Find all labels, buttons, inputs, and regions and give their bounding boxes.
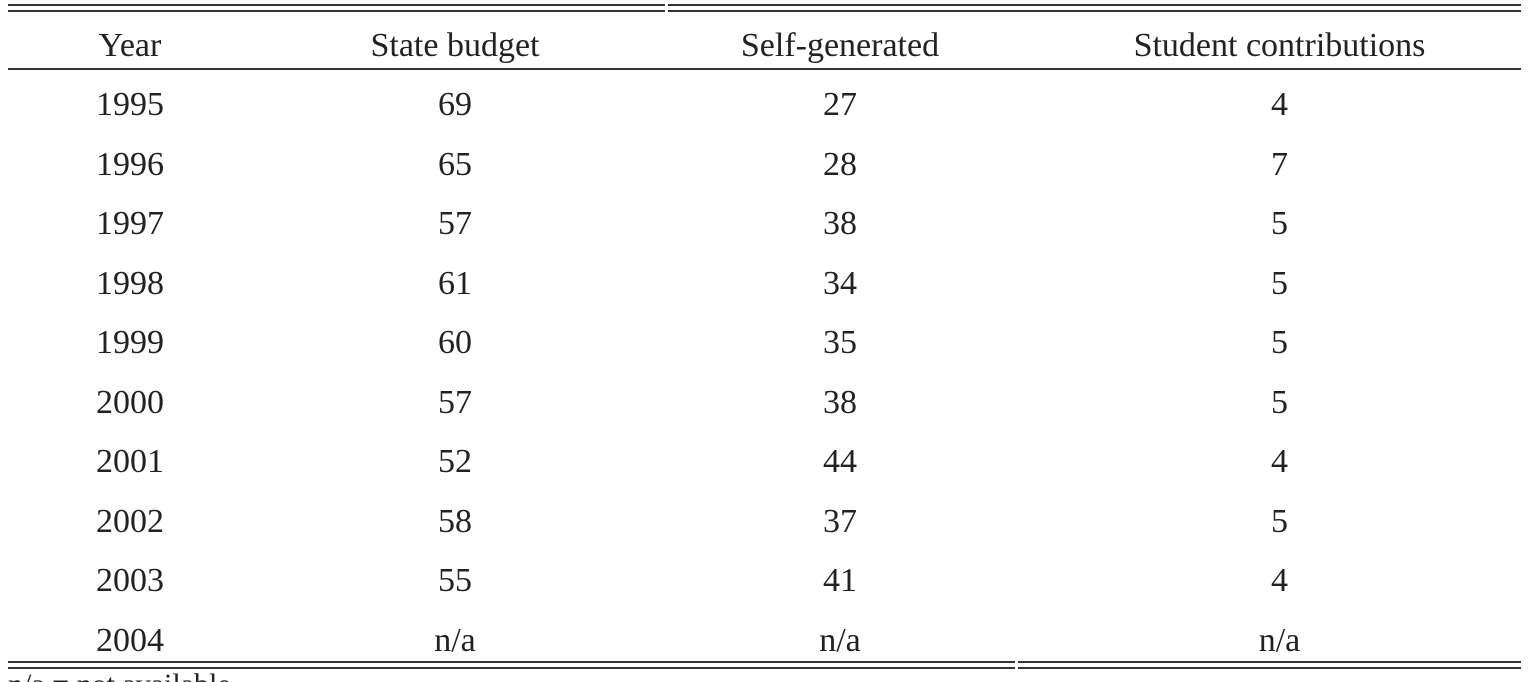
bottom-rule — [1018, 667, 1521, 669]
table-cell: 41 — [823, 562, 857, 599]
header-cell: Student contributions — [1133, 27, 1426, 64]
table-cell: 58 — [438, 502, 472, 540]
table-cell: 5 — [1271, 205, 1288, 242]
top-rule — [668, 4, 1521, 6]
table-cell: 55 — [438, 562, 472, 599]
table-cell: 4 — [1271, 562, 1288, 599]
header-rule — [8, 68, 1521, 70]
table-cell: 4 — [1271, 443, 1288, 480]
bottom-rule — [8, 661, 1015, 663]
table-cell: 27 — [823, 86, 857, 123]
table-cell: 34 — [823, 264, 857, 302]
table-cell: 1996 — [96, 145, 164, 183]
table-cell: n/a — [819, 621, 861, 659]
table-cell: 2004 — [96, 621, 164, 659]
table-cell: 5 — [1271, 502, 1288, 540]
table-cell: 2000 — [96, 383, 164, 421]
table-cell: 1995 — [96, 86, 164, 123]
table-cell: 28 — [823, 145, 857, 183]
footnote: n/a = not available — [8, 668, 608, 682]
table-cell: n/a — [1258, 621, 1301, 659]
table-cell: 61 — [438, 264, 472, 302]
top-rule — [8, 10, 665, 12]
table-cell: 5 — [1271, 383, 1288, 421]
table-cell: 5 — [1271, 264, 1288, 302]
table-cell: 38 — [823, 205, 857, 242]
table-cell: 35 — [823, 324, 857, 361]
table-cell: 5 — [1271, 324, 1288, 361]
table-cell: 57 — [438, 205, 472, 242]
table-cell: 37 — [823, 502, 857, 540]
table-cell: 52 — [438, 443, 472, 480]
table-cell: 1997 — [96, 205, 164, 242]
table-cell: 60 — [438, 324, 472, 361]
table-cell: 57 — [438, 383, 472, 421]
bottom-rule — [1018, 661, 1521, 663]
table-cell: n/a — [434, 621, 476, 659]
table-cell: 69 — [438, 86, 472, 123]
table-cell: 38 — [823, 383, 857, 421]
table-cell: 4 — [1271, 86, 1288, 123]
table-cell: 2003 — [96, 562, 164, 599]
header-cell: Year — [98, 27, 162, 64]
header-cell: State budget — [370, 27, 540, 64]
footnote-area: n/a = not available — [8, 668, 608, 682]
table-cell: 1998 — [96, 264, 164, 302]
table-cell: 1999 — [96, 324, 164, 361]
table-cell: 44 — [823, 443, 857, 480]
header-cell: Self-generated — [740, 27, 940, 64]
table-cell: 2001 — [96, 443, 164, 480]
table-cell: 7 — [1271, 145, 1288, 183]
top-rule — [668, 10, 1521, 12]
table-cell: 65 — [438, 145, 472, 183]
bottom-rule — [8, 667, 1015, 669]
top-rule — [8, 4, 665, 6]
table-cell: 2002 — [96, 502, 164, 540]
